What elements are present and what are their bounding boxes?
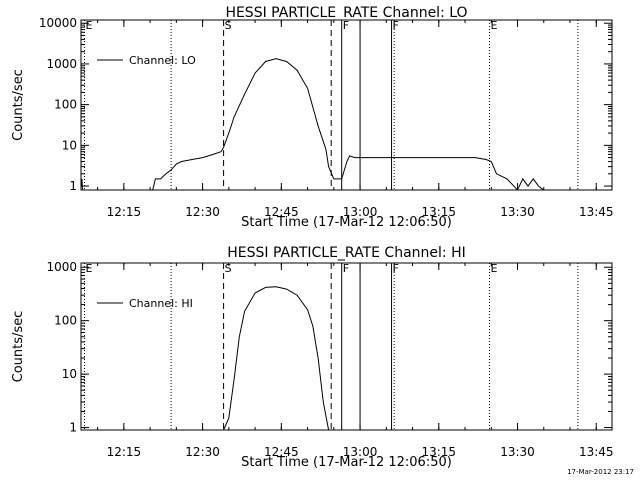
event-marker-label: E xyxy=(491,262,498,275)
x-tick-label: 12:30 xyxy=(185,205,220,219)
event-marker-label: F xyxy=(393,19,399,32)
legend-hi-label: Channel: HI xyxy=(129,297,193,310)
chart-title: HESSI PARTICLE_RATE Channel: HI xyxy=(227,245,465,261)
x-tick-label: 13:45 xyxy=(579,205,614,219)
x-tick-label: 13:30 xyxy=(500,205,535,219)
timestamp-stamp: 17-Mar-2012 23:17 xyxy=(567,468,634,476)
y-tick-label: 10 xyxy=(62,367,77,381)
y-tick-label: 1 xyxy=(69,421,77,435)
x-tick-label: 13:30 xyxy=(500,445,535,459)
y-tick-label: 10000 xyxy=(39,16,77,30)
legend-lo-label: Channel: LO xyxy=(129,54,196,67)
panel-hi: HESSI PARTICLE_RATE Channel: HI 12:15 12:3… xyxy=(11,245,614,470)
x-tick-label: 13:45 xyxy=(579,445,614,459)
x-tick-label: 13:15 xyxy=(421,205,456,219)
y-tick-label: 1 xyxy=(69,179,77,193)
y-axis-label: Counts/sec xyxy=(11,69,26,141)
y-tick-label: 100 xyxy=(54,314,77,328)
event-marker-label: F xyxy=(343,262,349,275)
event-marker-label: F xyxy=(343,19,349,32)
event-marker-label: F xyxy=(393,262,399,275)
x-tick-label: 13:00 xyxy=(343,205,378,219)
x-tick-label: 12:15 xyxy=(107,445,142,459)
event-marker-label: E xyxy=(491,19,498,32)
chart-title: HESSI PARTICLE_RATE Channel: LO xyxy=(225,5,467,21)
y-tick-label: 10 xyxy=(62,138,77,152)
x-tick-label: 12:30 xyxy=(185,445,220,459)
x-tick-label: 13:15 xyxy=(421,445,456,459)
plot-frame xyxy=(80,262,613,431)
x-tick-label: 12:45 xyxy=(264,205,299,219)
y-tick-label: 100 xyxy=(54,98,77,112)
y-tick-label: 1000 xyxy=(46,57,77,71)
x-axis-label: Start Time (17-Mar-12 12:06:50) xyxy=(241,455,452,470)
x-tick-label: 12:15 xyxy=(107,205,142,219)
panel-lo: HESSI PARTICLE_RATE Channel: LO 12:15 12:3… xyxy=(11,5,614,230)
y-axis-label: Counts/sec xyxy=(11,311,26,383)
series-line xyxy=(81,58,545,190)
x-tick-label: 12:45 xyxy=(264,445,299,459)
event-marker-label: E xyxy=(85,19,92,32)
y-tick-label: 1000 xyxy=(46,260,77,274)
event-marker-label: S xyxy=(225,19,232,32)
event-marker-label: E xyxy=(85,262,92,275)
event-marker-label: S xyxy=(225,262,232,275)
series-line xyxy=(223,286,330,430)
x-axis-label: Start Time (17-Mar-12 12:06:50) xyxy=(241,215,452,230)
x-tick-label: 13:00 xyxy=(343,445,378,459)
